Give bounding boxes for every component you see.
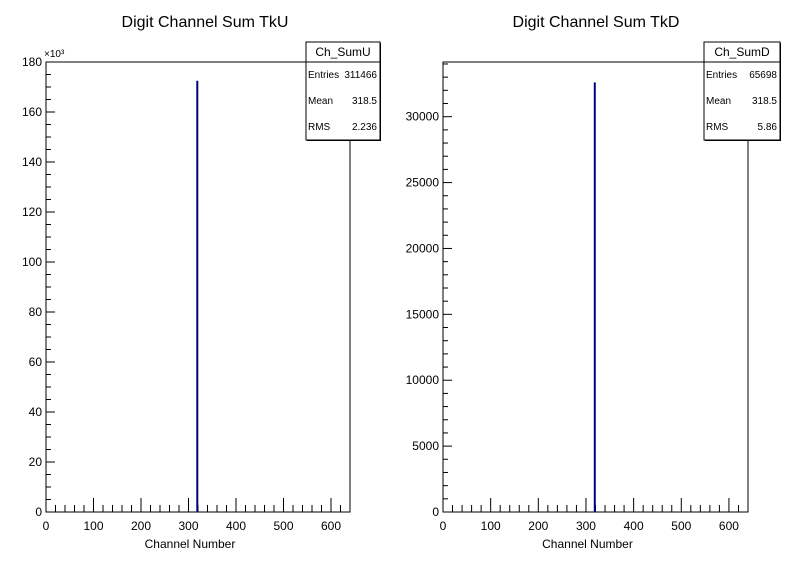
x-tick-label: 400 — [226, 519, 246, 533]
stats-box[interactable]: Ch_SumD Entries 65698 Mean 318.5 RMS 5.86 — [703, 41, 781, 141]
x-tick-label: 400 — [624, 519, 644, 533]
stats-row-value: 2.236 — [352, 122, 377, 133]
y-tick-label: 180 — [22, 55, 42, 69]
stats-row-label: Mean — [308, 96, 333, 107]
stats-row-value: 318.5 — [352, 96, 377, 107]
stats-box-name: Ch_SumD — [714, 45, 770, 59]
stats-row-value: 65698 — [749, 70, 777, 81]
x-tick-label: 500 — [671, 519, 691, 533]
y-tick-label: 160 — [22, 105, 42, 119]
y-tick-label: 0 — [35, 505, 42, 519]
x-tick-label: 600 — [719, 519, 739, 533]
stats-row-label: Entries — [706, 70, 737, 81]
y-tick-label: 15000 — [406, 307, 440, 321]
histogram-panel-2: Digit Channel Sum TkD 0 100 200 300 400 500 600… — [406, 14, 781, 551]
stats-row-label: Entries — [308, 70, 339, 81]
y-tick-label: 10000 — [406, 373, 440, 387]
y-tick-label: 60 — [29, 355, 43, 369]
x-tick-label: 100 — [83, 519, 103, 533]
y-tick-label: 120 — [22, 205, 42, 219]
x-axis-label: Channel Number — [145, 537, 236, 551]
chart-title: Digit Channel Sum TkD — [513, 14, 680, 31]
y-tick-label: 20 — [29, 455, 43, 469]
y-tick-label: 30000 — [406, 110, 440, 124]
x-tick-label: 0 — [440, 519, 447, 533]
x-tick-label: 300 — [178, 519, 198, 533]
stats-box-name: Ch_SumU — [315, 45, 370, 59]
stats-row-value: 318.5 — [752, 96, 777, 107]
y-tick-label: 0 — [432, 505, 439, 519]
y-multiplier-label: ×10³ — [44, 49, 65, 60]
stats-row-value: 311466 — [344, 70, 377, 81]
stats-row-label: Mean — [706, 96, 731, 107]
y-tick-label: 40 — [29, 405, 43, 419]
stats-row-value: 5.86 — [758, 122, 778, 133]
y-tick-label: 100 — [22, 255, 42, 269]
x-tick-label: 300 — [576, 519, 596, 533]
stats-box-frame — [305, 41, 381, 141]
x-tick-label: 600 — [321, 519, 341, 533]
stats-box[interactable]: Ch_SumU Entries 311466 Mean 318.5 RMS 2.236 — [305, 41, 381, 141]
stats-box-frame — [703, 41, 781, 141]
stats-row-label: RMS — [308, 122, 331, 133]
x-tick-label: 200 — [131, 519, 151, 533]
x-tick-label: 100 — [481, 519, 501, 533]
y-tick-label: 80 — [29, 305, 43, 319]
y-tick-label: 5000 — [412, 439, 439, 453]
chart-title: Digit Channel Sum TkU — [122, 14, 289, 31]
x-tick-label: 0 — [43, 519, 50, 533]
x-tick-label: 200 — [528, 519, 548, 533]
y-tick-label: 20000 — [406, 241, 440, 255]
x-tick-label: 500 — [273, 519, 293, 533]
y-tick-label: 25000 — [406, 176, 440, 190]
x-axis-label: Channel Number — [542, 537, 633, 551]
stats-row-label: RMS — [706, 122, 729, 133]
y-tick-label: 140 — [22, 155, 42, 169]
